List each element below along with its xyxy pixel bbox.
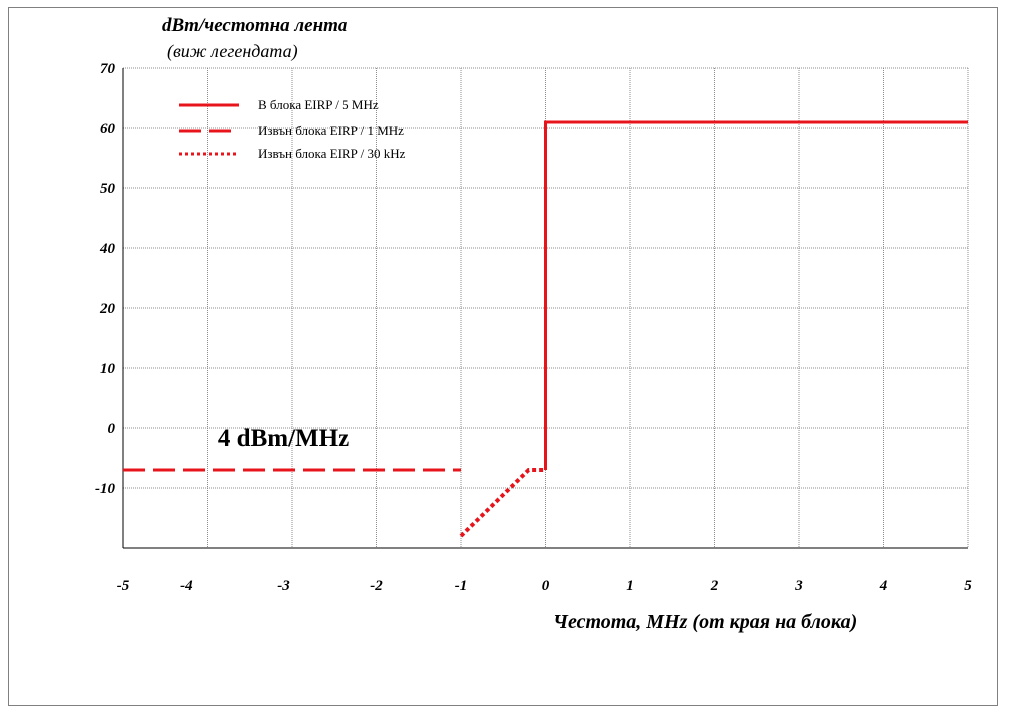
x-tick-label: -5 — [117, 578, 130, 594]
y-tick-label: 60 — [100, 121, 116, 137]
y-tick-label: 0 — [108, 421, 116, 437]
series-line-solid — [544, 120, 968, 470]
x-tick-label: -3 — [277, 578, 290, 594]
legend-label-solid: В блока EIRP / 5 MHz — [258, 97, 379, 112]
series-line-dotted — [459, 468, 546, 538]
x-tick-labels: -5 -4 -3 -2 -1 0 1 2 3 4 5 — [117, 578, 973, 594]
y-axis-label: dBm/честотна лента — [162, 15, 348, 36]
x-tick-label: 5 — [964, 578, 972, 594]
y-tick-labels: 70 60 50 40 20 10 0 -10 — [95, 61, 116, 497]
x-tick-label: -4 — [180, 578, 193, 594]
x-tick-label: 0 — [542, 578, 550, 594]
legend: В блока EIRP / 5 MHz Извън блока EIRP / … — [179, 97, 406, 161]
x-tick-label: -1 — [455, 578, 468, 594]
x-axis-label: Честота, MHz (от края на блока) — [553, 611, 857, 633]
y-axis-sublabel: (виж легендата) — [167, 41, 298, 62]
legend-label-dashed: Извън блока EIRP / 1 MHz — [258, 123, 404, 138]
series-group — [123, 120, 968, 538]
y-tick-label: 10 — [100, 361, 116, 377]
chart-frame: 70 60 50 40 20 10 0 -10 -5 -4 -3 -2 -1 0 1 2 3 4 5 dBm/че… — [8, 7, 998, 706]
legend-label-dotted: Извън блока EIRP / 30 kHz — [258, 146, 406, 161]
y-tick-label: 40 — [99, 241, 116, 257]
annotation-label: 4 dBm/MHz — [218, 425, 349, 452]
y-tick-label: 50 — [100, 181, 116, 197]
y-tick-label: -10 — [95, 481, 115, 497]
x-tick-label: 3 — [794, 578, 803, 594]
x-tick-label: 2 — [710, 578, 719, 594]
x-tick-label: 4 — [879, 578, 888, 594]
x-tick-label: 1 — [626, 578, 634, 594]
y-tick-label: 70 — [100, 61, 116, 77]
y-tick-label: 20 — [99, 301, 116, 317]
x-tick-label: -2 — [370, 578, 383, 594]
